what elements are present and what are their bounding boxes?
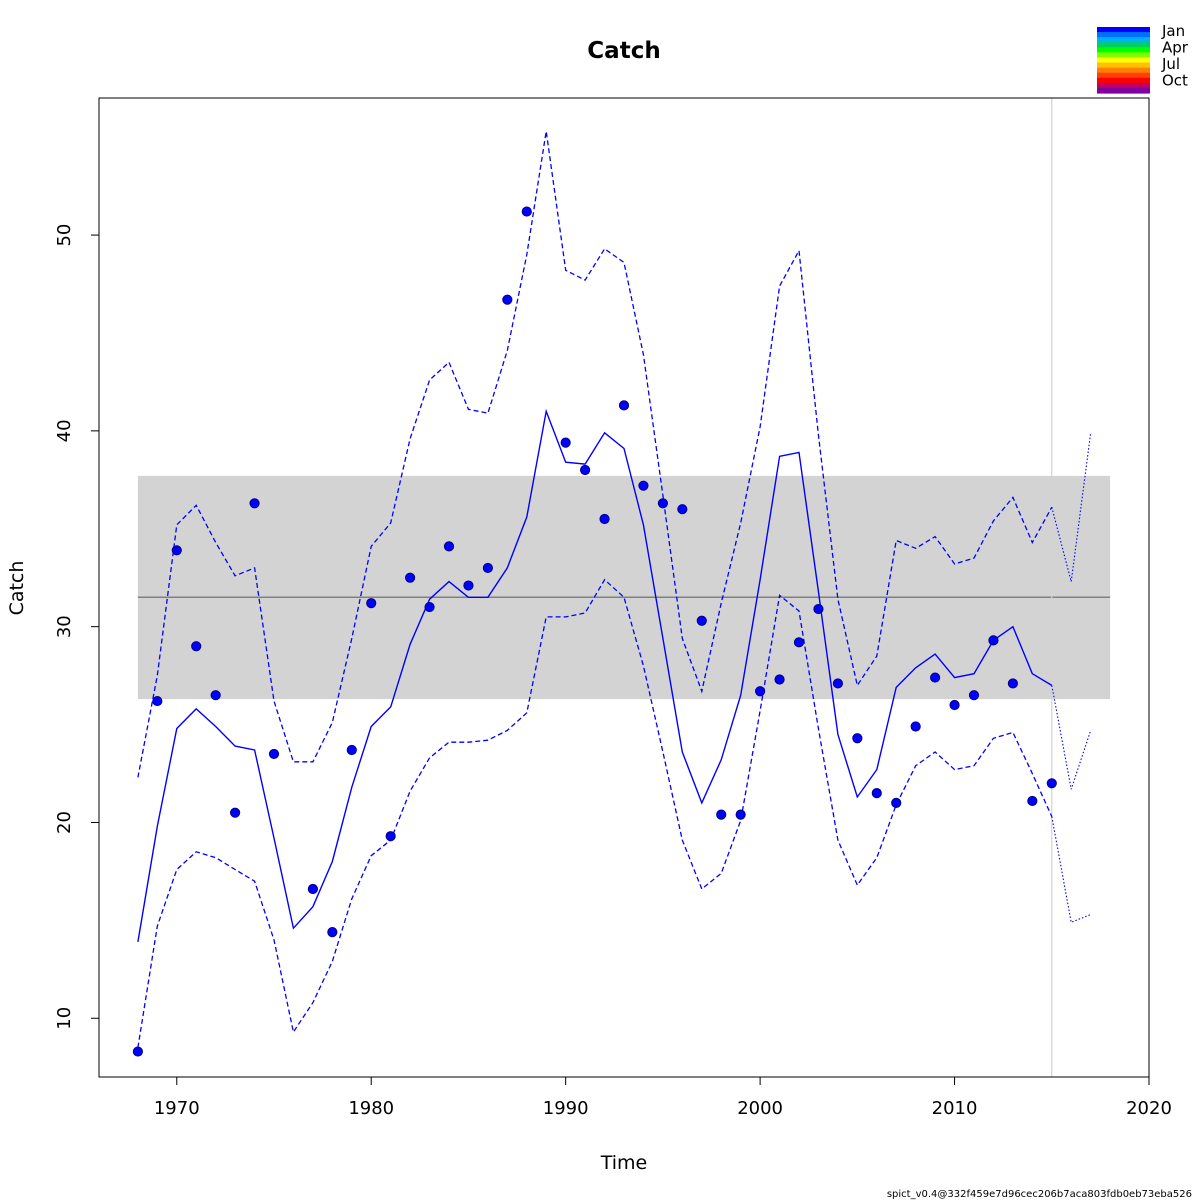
- y-axis-label: Catch: [6, 561, 28, 616]
- legend-swatch: [1097, 47, 1150, 53]
- x-tick-label: 1970: [154, 1098, 200, 1119]
- observed-point: [968, 690, 980, 701]
- legend-swatch: [1097, 52, 1150, 59]
- observed-point: [793, 637, 805, 648]
- observed-point: [132, 1046, 143, 1057]
- observed-point: [502, 294, 513, 305]
- observed-point: [424, 601, 435, 613]
- observed-point: [327, 927, 338, 938]
- forecast-estimate-line: [1051, 685, 1092, 790]
- observed-point: [910, 721, 921, 732]
- y-tick-label: 40: [54, 419, 75, 442]
- legend-swatch: [1097, 32, 1150, 38]
- observed-point: [638, 480, 649, 491]
- observed-point: [716, 809, 727, 820]
- observed-point: [521, 206, 532, 217]
- legend-swatch: [1097, 57, 1150, 64]
- x-tick-label: 1980: [348, 1098, 394, 1119]
- legend-swatch: [1097, 82, 1150, 89]
- legend-swatch: [1097, 77, 1150, 84]
- observed-point: [191, 641, 202, 652]
- observed-point: [891, 797, 902, 808]
- observed-point: [774, 674, 785, 685]
- observed-point: [949, 699, 960, 711]
- lower-ci-line: [137, 578, 1053, 1048]
- legend-swatch: [1097, 72, 1150, 79]
- legend-label: Oct: [1162, 72, 1188, 90]
- observed-point: [580, 464, 591, 476]
- observed-point: [560, 437, 571, 448]
- observed-point: [618, 400, 630, 411]
- legend-swatch: [1097, 37, 1150, 43]
- y-tick-label: 10: [54, 1007, 75, 1030]
- observed-point: [152, 695, 163, 707]
- reference-band-rect: [137, 475, 1111, 700]
- observed-point: [599, 513, 610, 525]
- y-tick-label: 30: [54, 615, 75, 638]
- observed-point: [735, 809, 746, 820]
- x-axis-label: Time: [600, 1152, 648, 1174]
- observed-point: [463, 580, 474, 591]
- observed-point: [482, 562, 493, 574]
- estimate-line: [137, 408, 1053, 943]
- observed-point: [832, 678, 843, 689]
- observed-point: [443, 541, 455, 552]
- observed-point: [755, 686, 766, 697]
- observed-point: [385, 831, 396, 842]
- observed-point: [405, 572, 416, 583]
- observed-point: [230, 807, 241, 818]
- legend-swatch: [1097, 62, 1150, 69]
- observed-point: [677, 504, 688, 515]
- x-tick-label: 2010: [932, 1098, 978, 1119]
- observed-point: [307, 883, 318, 895]
- observed-point: [268, 748, 280, 760]
- x-tick-label: 2000: [737, 1098, 783, 1119]
- observed-point: [346, 744, 357, 756]
- observed-points: [132, 206, 1057, 1057]
- observed-point: [813, 603, 824, 615]
- legend-swatch: [1097, 67, 1150, 74]
- observed-point: [249, 498, 260, 509]
- chart-title: Catch: [587, 38, 660, 64]
- observed-point: [930, 672, 941, 683]
- forecast-lower-line: [1051, 816, 1091, 924]
- x-tick-label: 2020: [1126, 1098, 1172, 1119]
- x-tick-label: 1990: [543, 1098, 589, 1119]
- upper-ci-line: [137, 131, 1053, 778]
- observed-point: [171, 545, 182, 556]
- reference-band: [137, 98, 1111, 1077]
- y-tick-label: 20: [54, 811, 75, 834]
- legend-swatch: [1097, 27, 1150, 33]
- observed-point: [696, 615, 707, 626]
- legend-label: Jan: [1161, 22, 1185, 40]
- legend-label: Apr: [1162, 39, 1189, 57]
- legend-label: Jul: [1161, 55, 1180, 73]
- observed-point: [210, 690, 221, 701]
- observed-point: [852, 733, 863, 744]
- observed-point: [657, 498, 668, 509]
- series-lines: [137, 131, 1092, 1048]
- observed-point: [1007, 678, 1018, 689]
- observed-point: [988, 635, 999, 646]
- forecast-upper-line: [1051, 432, 1092, 582]
- x-axis: 1970 1980 1990 2000 2010 2020: [154, 1076, 1172, 1119]
- legend-swatch: [1097, 42, 1150, 48]
- y-tick-label: 50: [54, 224, 75, 247]
- version-footer: spict_v0.4@332f459e7d96cec206b7aca803fdb…: [887, 1189, 1192, 1200]
- legend-swatch: [1097, 87, 1150, 94]
- observed-point: [871, 787, 882, 799]
- observed-point: [1027, 795, 1038, 807]
- observed-point: [366, 598, 377, 609]
- y-axis: 10 20 30 40 50: [54, 224, 100, 1030]
- observed-point: [1046, 778, 1057, 789]
